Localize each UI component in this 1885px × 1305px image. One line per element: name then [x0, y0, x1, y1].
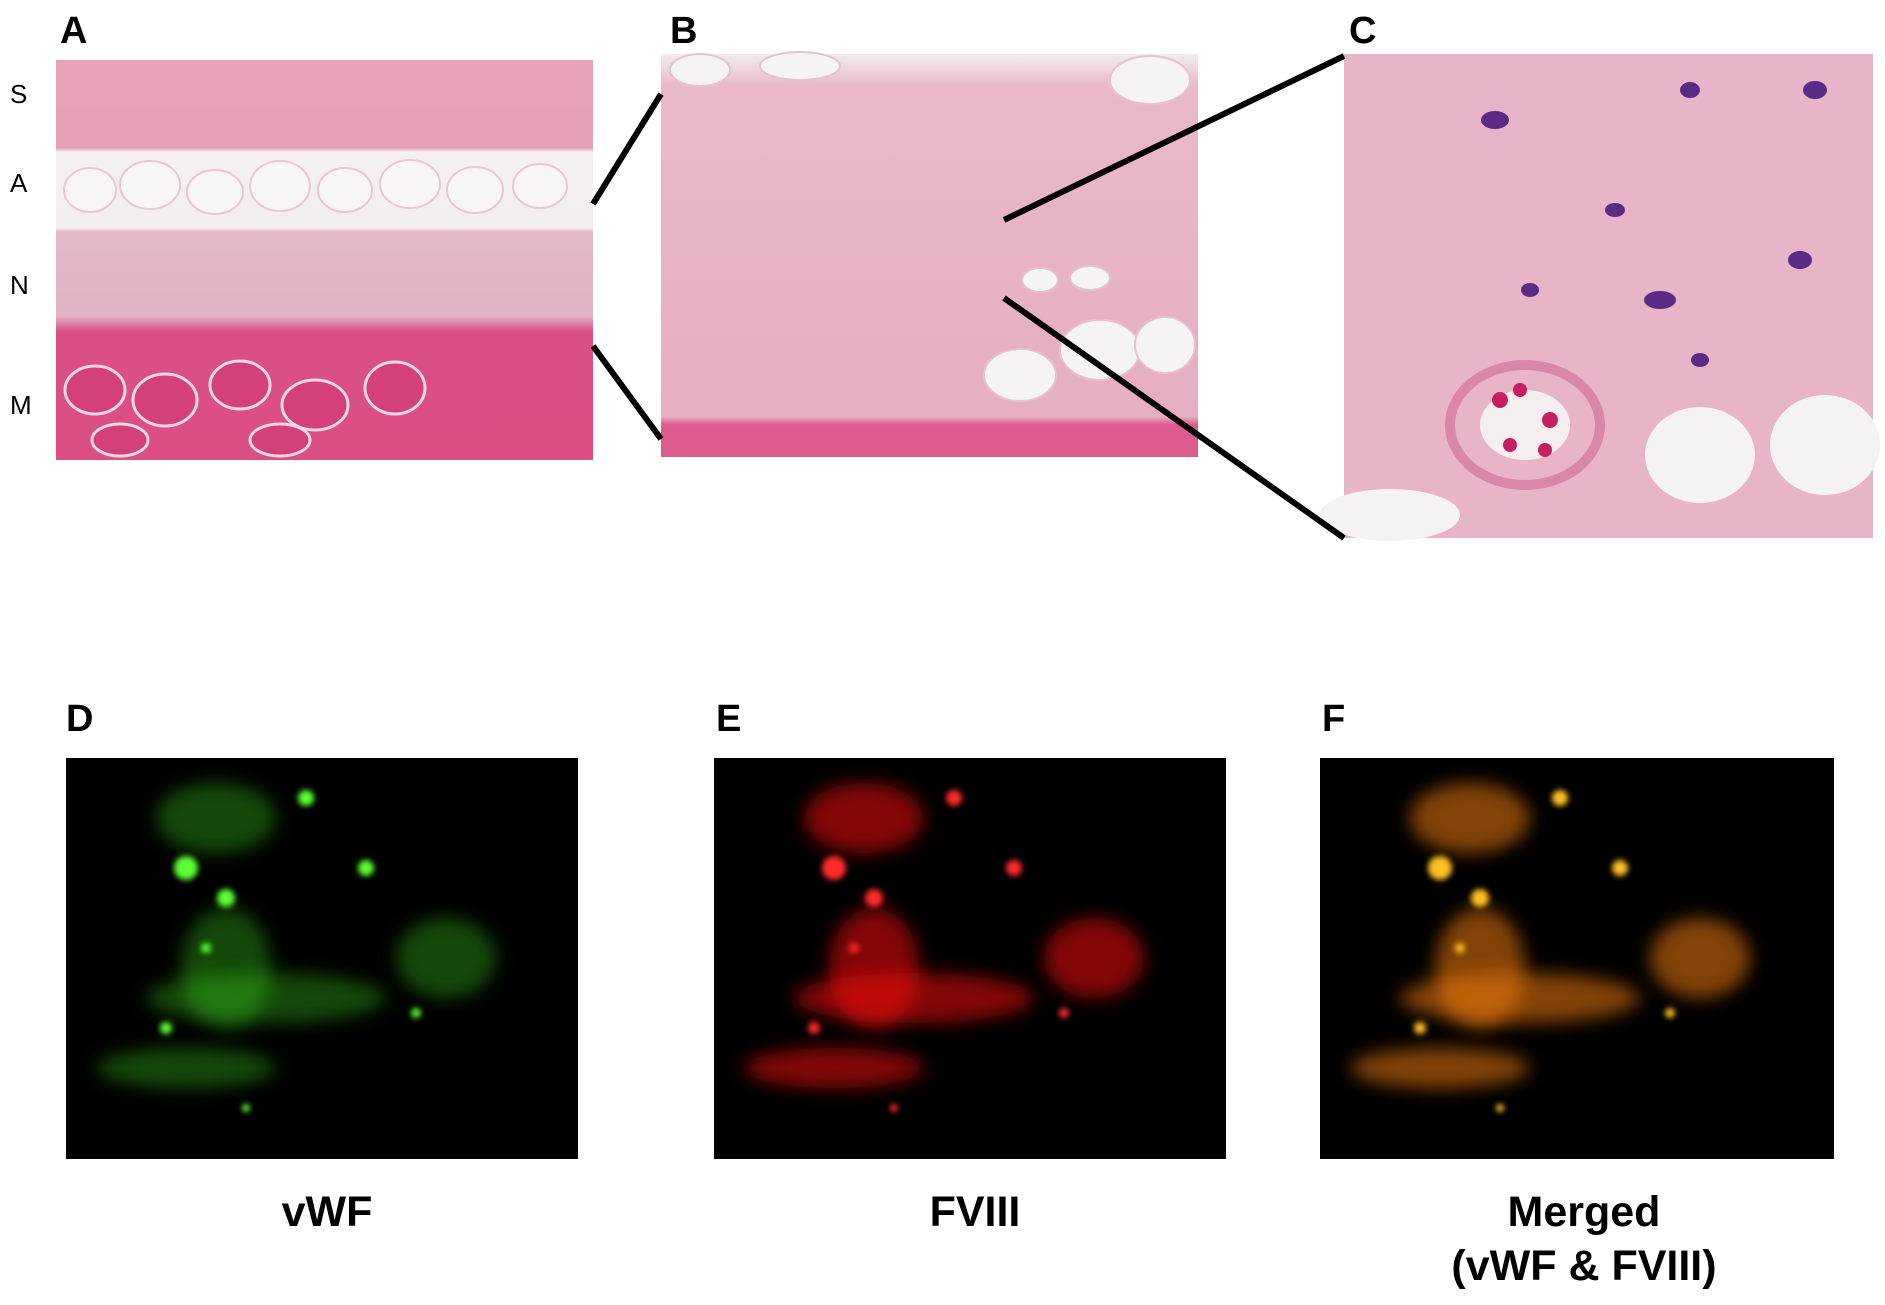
signal-spot	[822, 856, 846, 880]
signal-spot	[242, 1104, 250, 1112]
layer-label: N	[10, 270, 29, 300]
panel-caption: (vWF & FVIII)	[1451, 1242, 1716, 1290]
layer-label: A	[10, 168, 28, 198]
signal-spot	[1471, 889, 1489, 907]
signal-cloud	[1350, 1048, 1530, 1088]
signal-spot	[1496, 1104, 1504, 1112]
panel-caption: FVIII	[930, 1188, 1021, 1236]
panel-label: B	[670, 10, 697, 52]
signal-spot	[160, 1022, 172, 1034]
signal-spot	[1428, 856, 1452, 880]
signal-cloud	[156, 783, 276, 853]
panel-label: C	[1349, 10, 1376, 52]
panel-f-image	[1320, 758, 1834, 1159]
signal-spot	[1006, 860, 1022, 876]
panel-label: D	[66, 698, 93, 740]
signal-spot	[1665, 1008, 1675, 1018]
signal-cloud	[96, 1048, 276, 1088]
signal-spot	[946, 790, 962, 806]
signal-spot	[1612, 860, 1628, 876]
signal-spot	[217, 889, 235, 907]
panel-label: F	[1322, 698, 1345, 740]
signal-spot	[1414, 1022, 1426, 1034]
signal-cloud	[396, 918, 496, 998]
signal-cloud	[804, 783, 924, 853]
signal-spot	[358, 860, 374, 876]
signal-cloud	[794, 973, 1034, 1023]
panel-label: A	[60, 10, 87, 52]
panel-caption: vWF	[282, 1188, 373, 1236]
zoom-lines	[590, 53, 1346, 541]
signal-spot	[411, 1008, 421, 1018]
signal-cloud	[1044, 918, 1144, 998]
panel-b-image	[661, 51, 1198, 457]
signal-spot	[1552, 790, 1568, 806]
panel-label: E	[716, 698, 741, 740]
panel-caption: Merged	[1508, 1188, 1661, 1236]
signal-spot	[865, 889, 883, 907]
layer-label: S	[10, 79, 27, 109]
panel-a-image	[56, 60, 593, 460]
signal-cloud	[146, 973, 386, 1023]
signal-spot	[890, 1104, 898, 1112]
signal-cloud	[1410, 783, 1530, 853]
signal-cloud	[744, 1048, 924, 1088]
signal-spot	[849, 943, 859, 953]
signal-spot	[808, 1022, 820, 1034]
signal-cloud	[1650, 918, 1750, 998]
panel-c-image	[1320, 54, 1880, 541]
panel-e-image	[714, 758, 1226, 1159]
signal-spot	[298, 790, 314, 806]
signal-spot	[1455, 943, 1465, 953]
layer-label: M	[10, 390, 32, 420]
panel-d-image	[66, 758, 578, 1159]
signal-cloud	[1400, 973, 1640, 1023]
signal-spot	[1059, 1008, 1069, 1018]
signal-spot	[201, 943, 211, 953]
fluorescence-signals	[96, 783, 1750, 1112]
signal-spot	[174, 856, 198, 880]
